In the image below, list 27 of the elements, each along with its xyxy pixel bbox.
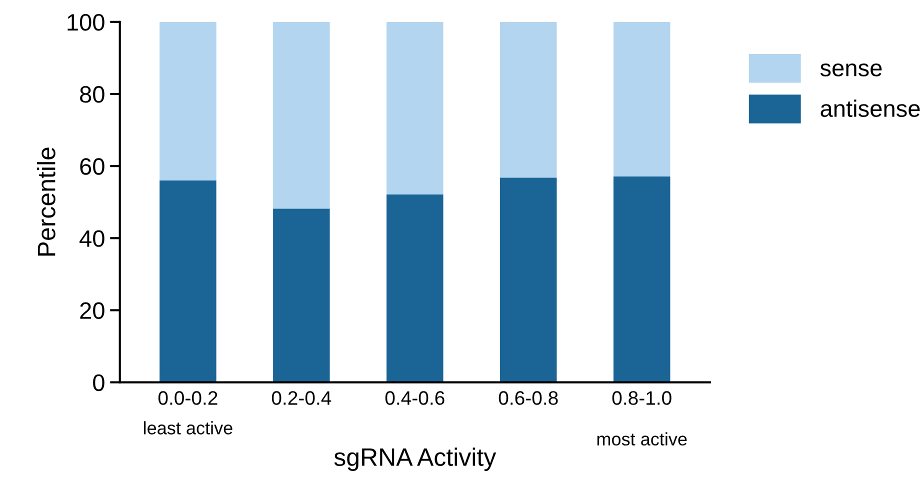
bar — [613, 22, 670, 177]
bar — [386, 194, 444, 382]
y-tick-label: 0 — [93, 374, 104, 392]
x-tick-label: 0.8-1.0 — [612, 391, 672, 405]
x-tick-label: 0.0-0.2 — [158, 391, 218, 405]
bar — [160, 180, 216, 382]
bar — [500, 178, 557, 382]
x-tick-label: 0.6-0.8 — [498, 391, 558, 405]
bar — [386, 22, 444, 195]
y-tick-label: 60 — [80, 158, 104, 175]
y-tick-label: 100 — [68, 14, 104, 31]
bar — [273, 208, 330, 382]
y-tick-label: 20 — [80, 302, 104, 320]
x-tick-label: 0.4-0.6 — [385, 391, 444, 405]
text: most active — [597, 432, 687, 446]
text: least active — [144, 421, 232, 434]
legend-label: sense — [820, 63, 882, 76]
y-tick-label: 80 — [80, 86, 104, 103]
bar — [613, 176, 670, 382]
bar — [500, 22, 557, 178]
bar — [273, 22, 330, 209]
legend-label: antisense — [820, 100, 920, 118]
y-tick-label: 40 — [80, 230, 104, 247]
x-axis-title: sgRNA Activity — [334, 448, 496, 471]
y-axis-title: Percentile — [37, 148, 56, 256]
bar — [160, 22, 216, 180]
x-tick-label: 0.2-0.4 — [272, 391, 332, 405]
